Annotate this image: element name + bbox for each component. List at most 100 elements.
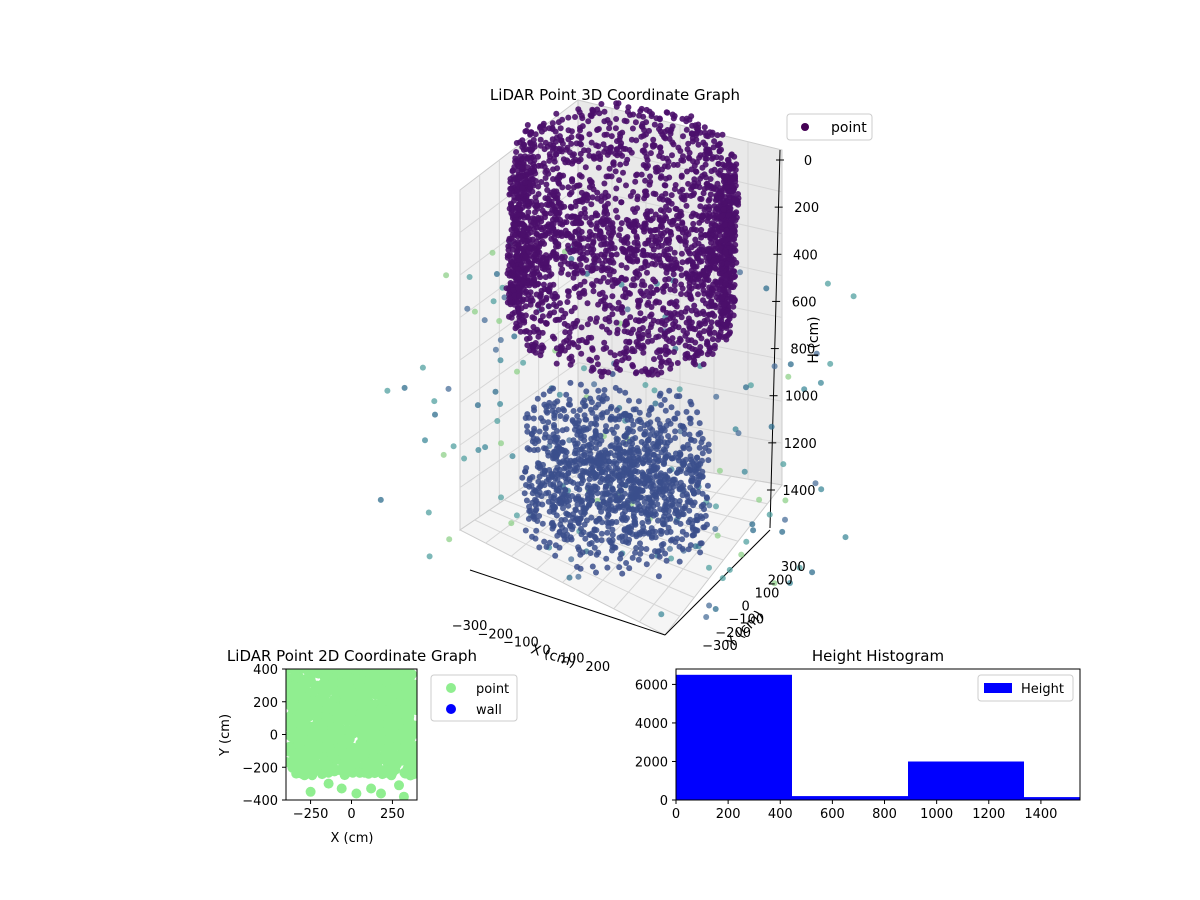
data-point-3d bbox=[699, 435, 706, 442]
data-point-3d bbox=[665, 236, 672, 243]
data-point-3d bbox=[663, 336, 670, 342]
data-point-3d bbox=[514, 195, 521, 202]
data-point-3d bbox=[571, 269, 578, 276]
data-point-3d bbox=[568, 556, 575, 563]
data-point-3d bbox=[492, 388, 499, 395]
data-point-3d bbox=[595, 257, 602, 264]
data-point-3d bbox=[669, 152, 675, 159]
data-point-3d bbox=[724, 260, 731, 267]
data-point-3d bbox=[708, 249, 715, 256]
data-point-3d bbox=[603, 344, 610, 351]
data-point-3d bbox=[497, 401, 504, 407]
data-point-3d bbox=[610, 460, 617, 467]
data-point-3d bbox=[690, 359, 697, 366]
data-point-3d bbox=[536, 428, 543, 435]
data-point-3d bbox=[554, 191, 561, 198]
data-point-3d bbox=[605, 507, 612, 514]
data-point-3d bbox=[743, 538, 750, 545]
data-point-3d bbox=[629, 362, 636, 368]
data-point-3d bbox=[638, 419, 644, 426]
data-point-3d bbox=[560, 505, 566, 512]
data-point-3d bbox=[593, 142, 600, 149]
data-point-3d bbox=[565, 271, 572, 278]
data-point-3d bbox=[588, 214, 595, 221]
data-point-3d bbox=[588, 399, 595, 406]
data-point-3d bbox=[431, 398, 438, 405]
data-point-3d bbox=[562, 487, 569, 494]
data-point-3d bbox=[636, 409, 643, 416]
data-point-3d bbox=[650, 190, 657, 197]
data-point-3d bbox=[683, 202, 690, 209]
data-point-2d bbox=[287, 761, 298, 771]
data-point-3d bbox=[551, 400, 558, 407]
data-point-3d bbox=[629, 554, 636, 561]
data-point-3d bbox=[537, 293, 543, 300]
data-point-3d bbox=[699, 468, 706, 475]
data-point-3d bbox=[525, 515, 532, 522]
data-point-3d bbox=[675, 324, 682, 331]
data-point-3d bbox=[561, 407, 568, 414]
data-point-3d bbox=[565, 136, 572, 143]
data-point-3d bbox=[732, 166, 739, 173]
z-tick-label-3d: 200 bbox=[794, 201, 819, 216]
data-point-3d bbox=[546, 272, 553, 279]
data-point-3d bbox=[694, 409, 701, 416]
data-point-2d bbox=[404, 673, 415, 684]
data-point-3d bbox=[536, 513, 543, 519]
data-point-3d bbox=[588, 357, 595, 364]
data-point-3d bbox=[677, 148, 684, 154]
data-point-3d bbox=[616, 457, 623, 464]
data-point-3d bbox=[606, 271, 613, 278]
y-tick-label-3d: −300 bbox=[702, 639, 738, 654]
data-point-3d bbox=[591, 434, 598, 441]
data-point-3d bbox=[562, 329, 569, 336]
data-point-3d bbox=[813, 350, 820, 357]
x-axis-line bbox=[469, 569, 666, 636]
data-point-3d bbox=[705, 289, 712, 296]
data-point-3d bbox=[647, 284, 654, 291]
data-point-3d bbox=[601, 118, 608, 125]
data-point-3d bbox=[679, 220, 686, 227]
data-point-3d bbox=[513, 252, 520, 259]
data-point-3d bbox=[523, 288, 530, 295]
data-point-3d bbox=[652, 493, 659, 500]
data-point-3d bbox=[695, 462, 702, 469]
data-point-3d bbox=[782, 516, 788, 523]
data-point-3d bbox=[510, 287, 517, 294]
data-point-3d bbox=[559, 184, 566, 191]
data-point-3d bbox=[564, 213, 571, 220]
data-point-3d bbox=[539, 470, 546, 477]
data-point-3d bbox=[750, 527, 757, 534]
data-point-3d bbox=[594, 485, 601, 492]
data-point-3d bbox=[616, 477, 623, 484]
data-point-3d bbox=[642, 142, 649, 149]
data-point-3d bbox=[609, 293, 616, 300]
data-point-3d bbox=[546, 285, 553, 292]
data-point-3d bbox=[698, 503, 705, 510]
data-point-3d bbox=[536, 249, 543, 256]
data-point-3d bbox=[645, 216, 652, 223]
data-point-3d bbox=[515, 285, 522, 292]
data-point-3d bbox=[526, 244, 533, 251]
data-point-3d bbox=[606, 318, 613, 325]
data-point-3d bbox=[699, 450, 706, 457]
data-point-3d bbox=[401, 384, 408, 391]
data-point-3d bbox=[568, 140, 575, 147]
data-point-3d bbox=[521, 490, 528, 497]
data-point-3d bbox=[588, 334, 595, 341]
data-point-3d bbox=[624, 425, 631, 432]
data-point-3d bbox=[616, 488, 623, 495]
data-point-3d bbox=[588, 514, 595, 521]
data-point-3d bbox=[566, 329, 573, 336]
data-point-3d bbox=[735, 430, 742, 437]
data-point-3d bbox=[555, 232, 562, 239]
data-point-3d bbox=[471, 308, 478, 315]
data-point-3d bbox=[616, 504, 623, 511]
data-point-3d bbox=[511, 221, 518, 228]
data-point-3d bbox=[712, 221, 719, 228]
data-point-3d bbox=[604, 564, 611, 571]
data-point-3d bbox=[572, 198, 579, 205]
data-point-3d bbox=[687, 257, 693, 263]
data-point-3d bbox=[639, 251, 646, 258]
data-point-3d bbox=[568, 233, 575, 240]
